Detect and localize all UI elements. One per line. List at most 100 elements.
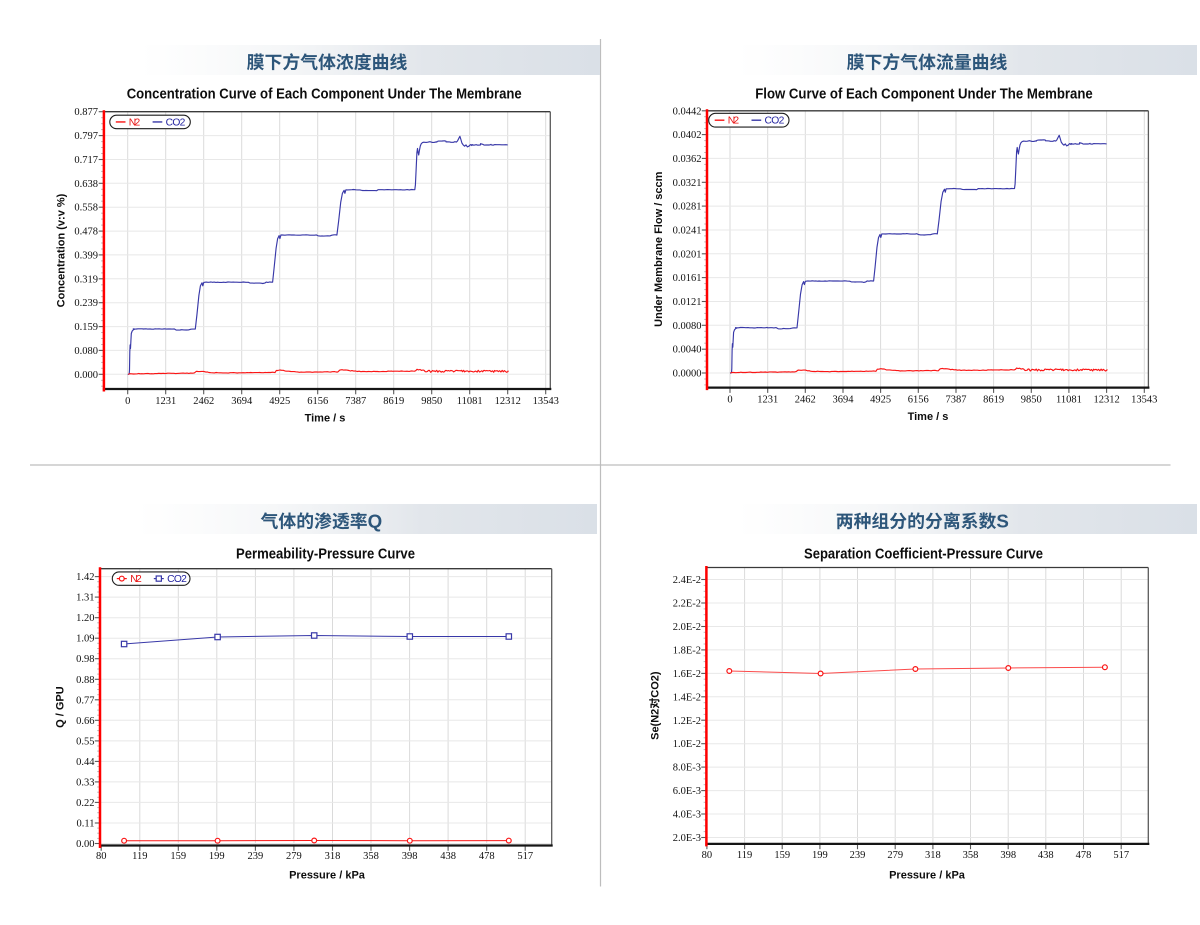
svg-text:398: 398 bbox=[1000, 850, 1016, 861]
svg-text:80: 80 bbox=[96, 851, 107, 862]
svg-text:13543: 13543 bbox=[533, 396, 559, 407]
svg-text:0.98: 0.98 bbox=[76, 654, 94, 665]
svg-text:478: 478 bbox=[1076, 850, 1092, 861]
svg-text:Se(N2: Se(N2 bbox=[650, 709, 662, 740]
svg-text:0.0241: 0.0241 bbox=[673, 226, 702, 237]
svg-text:N2: N2 bbox=[130, 574, 142, 585]
svg-text:318: 318 bbox=[925, 850, 941, 861]
svg-text:0.66: 0.66 bbox=[76, 716, 94, 727]
svg-text:Q / GPU: Q / GPU bbox=[55, 686, 67, 728]
svg-text:0.0040: 0.0040 bbox=[673, 345, 702, 356]
svg-text:0.0281: 0.0281 bbox=[673, 202, 702, 213]
svg-text:159: 159 bbox=[170, 851, 186, 862]
svg-text:0.0121: 0.0121 bbox=[673, 297, 702, 308]
svg-text:4925: 4925 bbox=[269, 396, 290, 407]
svg-text:CO2: CO2 bbox=[765, 116, 785, 127]
svg-text:358: 358 bbox=[963, 850, 979, 861]
svg-text:0.0080: 0.0080 bbox=[673, 321, 702, 332]
svg-text:2.2E-2: 2.2E-2 bbox=[673, 599, 701, 610]
svg-text:Under Membrane Flow / sccm: Under Membrane Flow / sccm bbox=[653, 171, 665, 326]
svg-text:0.080: 0.080 bbox=[74, 346, 98, 357]
svg-text:1.2E-2: 1.2E-2 bbox=[673, 716, 701, 727]
svg-text:Q: Q bbox=[368, 511, 383, 532]
svg-text:3694: 3694 bbox=[833, 395, 855, 406]
svg-text:279: 279 bbox=[286, 851, 302, 862]
svg-text:0.22: 0.22 bbox=[76, 798, 94, 809]
svg-text:0.0362: 0.0362 bbox=[673, 154, 702, 165]
svg-text:2462: 2462 bbox=[193, 396, 214, 407]
svg-text:0: 0 bbox=[125, 396, 130, 407]
svg-text:0.11: 0.11 bbox=[77, 819, 95, 830]
svg-text:CO2: CO2 bbox=[166, 117, 186, 128]
svg-text:Time / s: Time / s bbox=[908, 411, 949, 423]
svg-text:7387: 7387 bbox=[946, 395, 967, 406]
svg-text:Concentration (v:v %): Concentration (v:v %) bbox=[56, 193, 68, 307]
svg-text:0: 0 bbox=[727, 395, 732, 406]
svg-text:8619: 8619 bbox=[383, 396, 404, 407]
svg-text:1.8E-2: 1.8E-2 bbox=[673, 645, 701, 656]
svg-text:0.717: 0.717 bbox=[74, 155, 98, 166]
svg-text:11081: 11081 bbox=[457, 396, 483, 407]
svg-text:0.877: 0.877 bbox=[74, 107, 98, 118]
svg-text:0.797: 0.797 bbox=[74, 131, 98, 142]
svg-text:9850: 9850 bbox=[1021, 395, 1042, 406]
svg-text:0.77: 0.77 bbox=[76, 695, 94, 706]
svg-text:1.0E-2: 1.0E-2 bbox=[673, 739, 701, 750]
svg-text:0.558: 0.558 bbox=[74, 203, 98, 214]
svg-text:199: 199 bbox=[812, 850, 828, 861]
svg-text:12312: 12312 bbox=[1093, 395, 1119, 406]
svg-text:N2: N2 bbox=[129, 117, 141, 128]
svg-text:318: 318 bbox=[325, 851, 341, 862]
svg-text:2462: 2462 bbox=[795, 395, 816, 406]
svg-text:13543: 13543 bbox=[1131, 395, 1157, 406]
svg-text:438: 438 bbox=[440, 851, 456, 862]
svg-text:3694: 3694 bbox=[231, 396, 253, 407]
svg-text:1.42: 1.42 bbox=[76, 572, 94, 583]
svg-text:239: 239 bbox=[248, 851, 264, 862]
svg-text:358: 358 bbox=[363, 851, 379, 862]
svg-text:0.0402: 0.0402 bbox=[673, 130, 702, 141]
svg-text:Time / s: Time / s bbox=[305, 412, 346, 424]
svg-text:Separation Coefficient-Pressur: Separation Coefficient-Pressure Curve bbox=[804, 546, 1043, 563]
svg-text:279: 279 bbox=[887, 850, 903, 861]
svg-text:80: 80 bbox=[702, 850, 713, 861]
svg-text:2.0E-2: 2.0E-2 bbox=[673, 622, 701, 633]
svg-text:8.0E-3: 8.0E-3 bbox=[673, 763, 701, 774]
svg-text:0.399: 0.399 bbox=[74, 250, 98, 261]
svg-text:0.55: 0.55 bbox=[76, 736, 94, 747]
svg-text:Pressure / kPa: Pressure / kPa bbox=[889, 870, 966, 882]
svg-text:1.31: 1.31 bbox=[76, 593, 94, 604]
svg-text:0.0442: 0.0442 bbox=[673, 106, 702, 117]
svg-text:12312: 12312 bbox=[495, 396, 521, 407]
svg-text:0.000: 0.000 bbox=[74, 370, 98, 381]
svg-text:159: 159 bbox=[774, 850, 790, 861]
svg-text:478: 478 bbox=[479, 851, 495, 862]
svg-text:119: 119 bbox=[737, 850, 752, 861]
svg-text:1.09: 1.09 bbox=[76, 634, 94, 645]
svg-text:1.20: 1.20 bbox=[76, 613, 94, 624]
svg-text:6156: 6156 bbox=[307, 396, 328, 407]
svg-text:0.159: 0.159 bbox=[74, 322, 98, 333]
svg-text:517: 517 bbox=[1113, 850, 1129, 861]
svg-text:6156: 6156 bbox=[908, 395, 929, 406]
svg-text:S: S bbox=[996, 511, 1009, 532]
svg-text:Concentration Curve of Each Co: Concentration Curve of Each Component Un… bbox=[127, 86, 522, 103]
svg-text:4.0E-3: 4.0E-3 bbox=[673, 810, 701, 821]
svg-text:11081: 11081 bbox=[1056, 395, 1082, 406]
svg-text:0.0000: 0.0000 bbox=[673, 369, 702, 380]
svg-text:0.0201: 0.0201 bbox=[673, 249, 702, 260]
svg-text:0.319: 0.319 bbox=[74, 274, 98, 285]
svg-text:2.0E-3: 2.0E-3 bbox=[673, 833, 701, 844]
svg-text:CO2): CO2) bbox=[650, 671, 662, 698]
svg-text:2.4E-2: 2.4E-2 bbox=[673, 575, 701, 586]
svg-text:0.0321: 0.0321 bbox=[673, 178, 702, 189]
svg-text:0.0161: 0.0161 bbox=[673, 273, 702, 284]
svg-text:0.638: 0.638 bbox=[74, 179, 98, 190]
svg-text:0.33: 0.33 bbox=[76, 777, 94, 788]
svg-text:9850: 9850 bbox=[421, 396, 442, 407]
svg-text:1231: 1231 bbox=[757, 395, 778, 406]
svg-text:0.239: 0.239 bbox=[74, 298, 98, 309]
svg-text:0.478: 0.478 bbox=[74, 227, 98, 238]
svg-text:517: 517 bbox=[517, 851, 533, 862]
svg-text:0.00: 0.00 bbox=[76, 839, 94, 850]
